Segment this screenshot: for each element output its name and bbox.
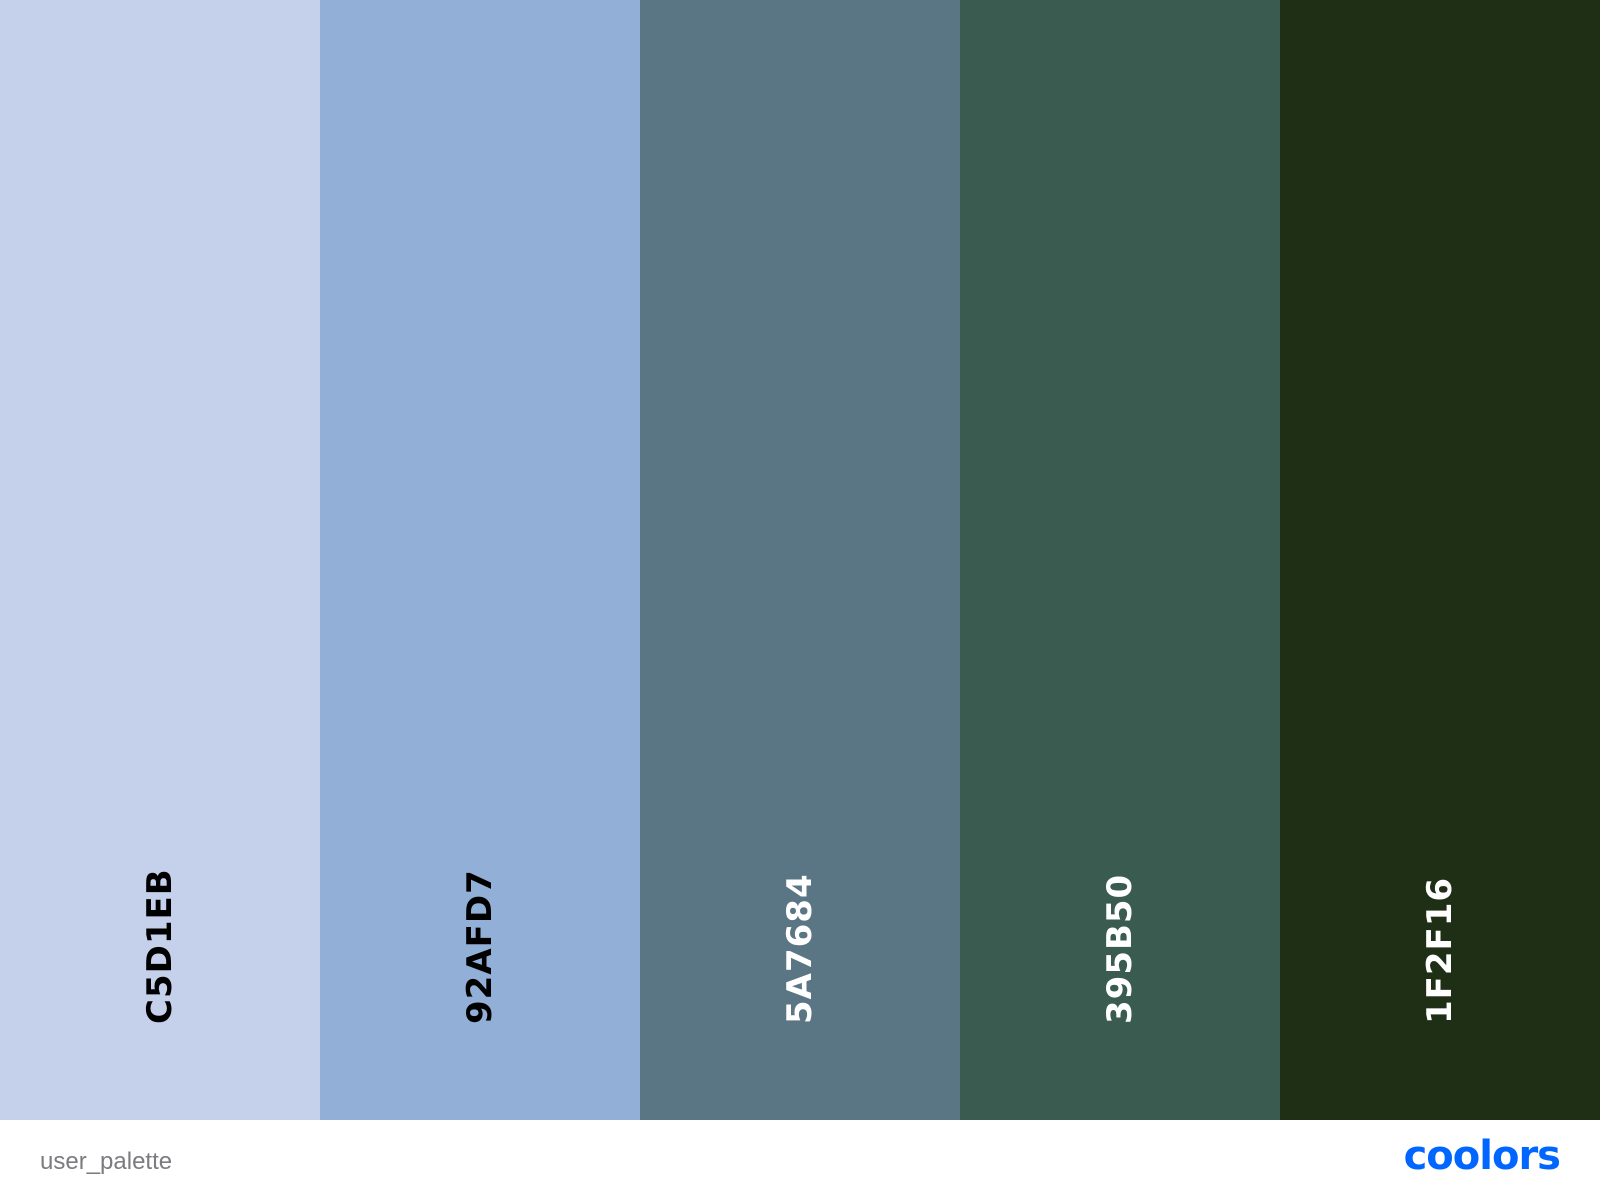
swatch-hex-code: 92AFD7 [460, 869, 500, 1024]
color-swatch-2[interactable]: 92AFD7 [320, 0, 640, 1120]
color-palette: C5D1EB 92AFD7 5A7684 395B50 1F2F16 [0, 0, 1600, 1120]
swatch-hex-code: 395B50 [1100, 873, 1140, 1024]
color-swatch-3[interactable]: 5A7684 [640, 0, 960, 1120]
swatch-hex-code: 5A7684 [780, 873, 820, 1024]
color-swatch-5[interactable]: 1F2F16 [1280, 0, 1600, 1120]
color-swatch-4[interactable]: 395B50 [960, 0, 1280, 1120]
swatch-hex-code: C5D1EB [140, 868, 180, 1024]
swatch-hex-code: 1F2F16 [1420, 876, 1460, 1024]
palette-name: user_palette [40, 1148, 173, 1175]
color-swatch-1[interactable]: C5D1EB [0, 0, 320, 1120]
coolors-logo[interactable]: coolors [1403, 1133, 1561, 1179]
palette-footer: user_palette coolors [0, 1120, 1600, 1200]
